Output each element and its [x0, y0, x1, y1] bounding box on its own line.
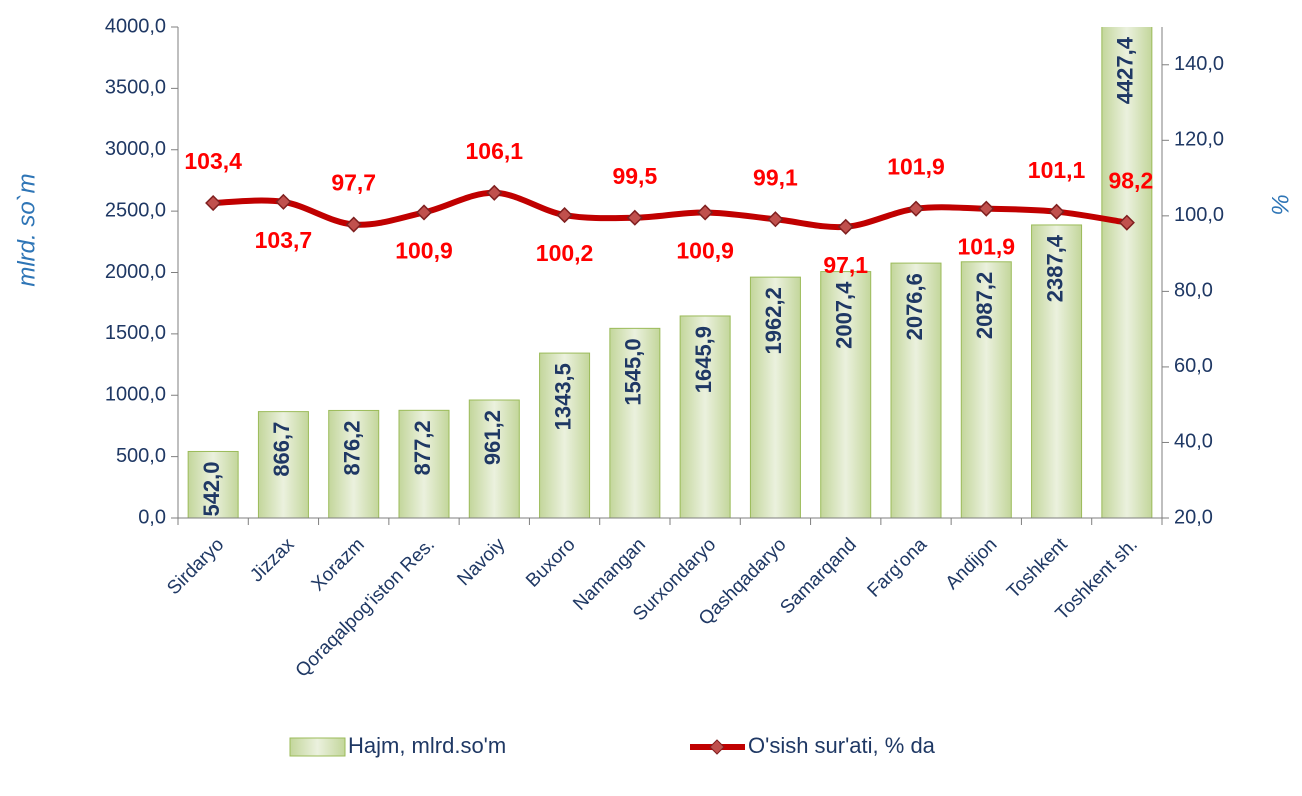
bar-label: 876,2	[340, 420, 365, 475]
bar-label: 961,2	[480, 410, 505, 465]
line-label: 103,7	[255, 227, 313, 253]
x-tick-label: Andijon	[942, 534, 1002, 594]
y-tick-label: 500,0	[116, 445, 166, 467]
y2-tick-label: 80,0	[1174, 280, 1213, 302]
line-label: 100,9	[395, 238, 453, 264]
y2-tick-label: 20,0	[1174, 506, 1213, 528]
line-label: 103,4	[184, 148, 242, 174]
y-tick-label: 2500,0	[105, 199, 166, 221]
y-tick-label: 2000,0	[105, 261, 166, 283]
line-marker	[697, 204, 714, 221]
line-label: 101,9	[887, 154, 945, 180]
bar-label: 877,2	[410, 420, 435, 475]
x-tick-label: Jizzax	[246, 534, 299, 587]
line-marker	[978, 200, 995, 217]
bar	[820, 271, 872, 519]
bar-label: 2087,2	[972, 272, 997, 339]
legend-marker	[709, 739, 725, 755]
bar-label: 1962,2	[761, 287, 786, 354]
y2-axis-title: %	[1267, 194, 1294, 215]
x-tick-label: Farg'ona	[864, 534, 932, 602]
bar-label: 2076,6	[902, 273, 927, 340]
line-marker	[205, 194, 222, 212]
line-marker	[1118, 214, 1135, 231]
y2-tick-label: 60,0	[1174, 355, 1213, 377]
y-tick-label: 3000,0	[105, 138, 166, 160]
bar	[187, 450, 239, 519]
line-label: 101,9	[958, 234, 1016, 260]
bar	[679, 315, 731, 519]
bar	[890, 262, 942, 519]
y-tick-label: 3500,0	[105, 77, 166, 99]
bar	[1031, 224, 1083, 519]
y-tick-label: 1500,0	[105, 322, 166, 344]
bar-label: 2387,4	[1042, 234, 1067, 302]
line-label: 99,1	[753, 164, 798, 190]
line-label: 99,5	[612, 163, 657, 189]
x-tick-label: Xorazm	[308, 534, 369, 595]
y2-tick-label: 40,0	[1174, 431, 1213, 453]
line-label: 98,2	[1108, 168, 1153, 194]
y-tick-label: 1000,0	[105, 384, 166, 406]
line-marker	[275, 193, 292, 210]
line-label: 100,9	[676, 238, 734, 264]
bar-label: 4427,4	[1113, 36, 1138, 104]
y-tick-label: 0,0	[138, 506, 166, 528]
x-tick-label: Toshkent	[1003, 534, 1072, 603]
bar-label: 2007,4	[832, 281, 857, 349]
bar	[960, 261, 1012, 519]
bar-label: 542,0	[199, 461, 224, 516]
line-label: 97,1	[823, 252, 868, 278]
legend-label: Hajm, mlrd.so'm	[348, 733, 506, 758]
line-marker	[1048, 203, 1065, 220]
y2-tick-label: 140,0	[1174, 53, 1224, 75]
x-tick-label: Qoraqalpog'iston Res.	[292, 534, 439, 681]
line-marker	[907, 200, 925, 217]
bar-label: 1343,5	[550, 363, 575, 430]
y2-tick-label: 120,0	[1174, 129, 1224, 151]
line-marker	[556, 207, 573, 224]
line-label: 101,1	[1028, 157, 1086, 183]
line-marker	[345, 216, 362, 233]
bar	[539, 352, 591, 519]
bar-label: 1645,9	[691, 326, 716, 393]
bar-label: 866,7	[269, 422, 294, 477]
x-tick-label: Navoiy	[453, 534, 509, 590]
legend-swatch	[289, 737, 346, 757]
x-tick-label: Samarqand	[776, 534, 860, 618]
y-tick-label: 4000,0	[105, 15, 166, 37]
bar	[328, 409, 380, 519]
x-tick-label: Buxoro	[522, 534, 579, 591]
line-marker	[626, 209, 643, 226]
legend-label: O'sish sur'ati, % da	[748, 733, 936, 758]
bar-label: 1545,0	[621, 338, 646, 405]
line-label: 97,7	[331, 170, 376, 196]
line-label: 100,2	[536, 240, 594, 266]
line-marker	[486, 184, 503, 201]
line-marker	[415, 204, 433, 221]
y-axis-title: mlrd. so`m	[13, 173, 40, 286]
x-tick-label: Sirdaryo	[163, 534, 228, 599]
line-marker	[767, 211, 784, 228]
plot-area	[187, 27, 1153, 519]
line-label: 106,1	[466, 138, 524, 164]
bar	[398, 409, 450, 519]
y2-tick-label: 100,0	[1174, 204, 1224, 226]
bar	[257, 411, 309, 519]
line-marker	[837, 218, 854, 235]
